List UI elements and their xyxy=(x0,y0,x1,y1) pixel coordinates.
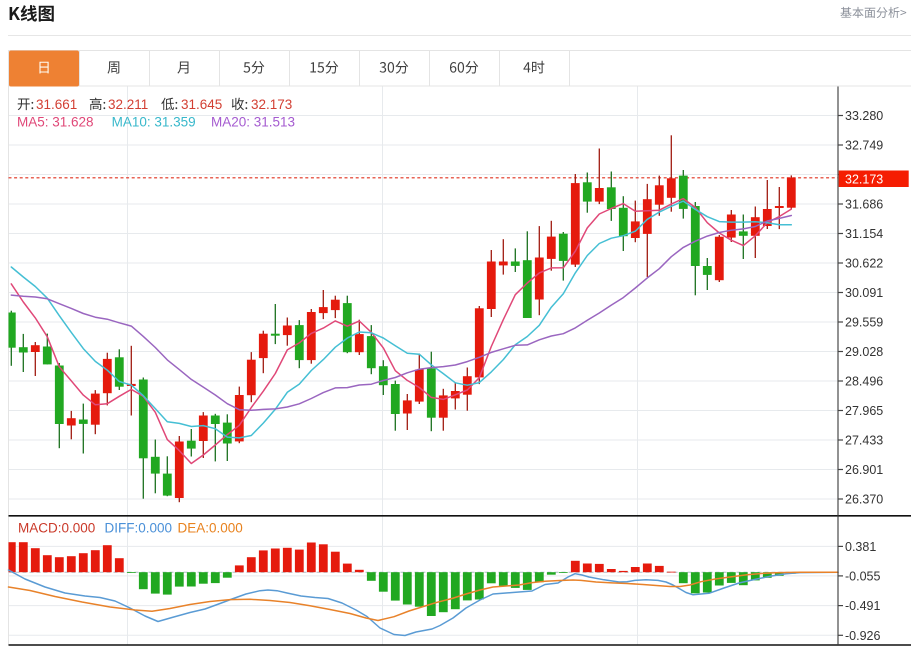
svg-text:26.901: 26.901 xyxy=(845,463,883,477)
svg-text:32.749: 32.749 xyxy=(845,139,883,153)
svg-text:-0.055: -0.055 xyxy=(845,569,880,583)
svg-text:33.280: 33.280 xyxy=(845,109,883,123)
svg-text:31.661: 31.661 xyxy=(36,97,77,112)
svg-text:32.211: 32.211 xyxy=(108,97,148,112)
svg-text:31.154: 31.154 xyxy=(845,227,883,241)
svg-text:MA5: 31.628: MA5: 31.628 xyxy=(17,115,94,130)
svg-text:32.173: 32.173 xyxy=(251,97,292,112)
svg-text:DIFF:0.000: DIFF:0.000 xyxy=(105,521,173,536)
svg-text:32.173: 32.173 xyxy=(845,173,883,187)
svg-text:29.559: 29.559 xyxy=(845,316,883,330)
svg-text:31.645: 31.645 xyxy=(181,97,222,112)
svg-text:MACD:0.000: MACD:0.000 xyxy=(18,521,95,536)
svg-text:31.686: 31.686 xyxy=(845,198,883,212)
svg-text:MA20: 31.513: MA20: 31.513 xyxy=(211,115,295,130)
svg-text:30.091: 30.091 xyxy=(845,286,883,300)
svg-text:-0.491: -0.491 xyxy=(845,599,880,613)
svg-text:-0.926: -0.926 xyxy=(845,629,880,643)
svg-text:27.965: 27.965 xyxy=(845,404,883,418)
svg-text:28.496: 28.496 xyxy=(845,375,883,389)
svg-text:29.028: 29.028 xyxy=(845,345,883,359)
svg-text:MA10: 31.359: MA10: 31.359 xyxy=(112,115,196,130)
svg-text:30.622: 30.622 xyxy=(845,257,883,271)
svg-text:27.433: 27.433 xyxy=(845,434,883,448)
svg-text:0.381: 0.381 xyxy=(845,540,876,554)
svg-text:DEA:0.000: DEA:0.000 xyxy=(178,521,243,536)
svg-text:26.370: 26.370 xyxy=(845,493,883,507)
